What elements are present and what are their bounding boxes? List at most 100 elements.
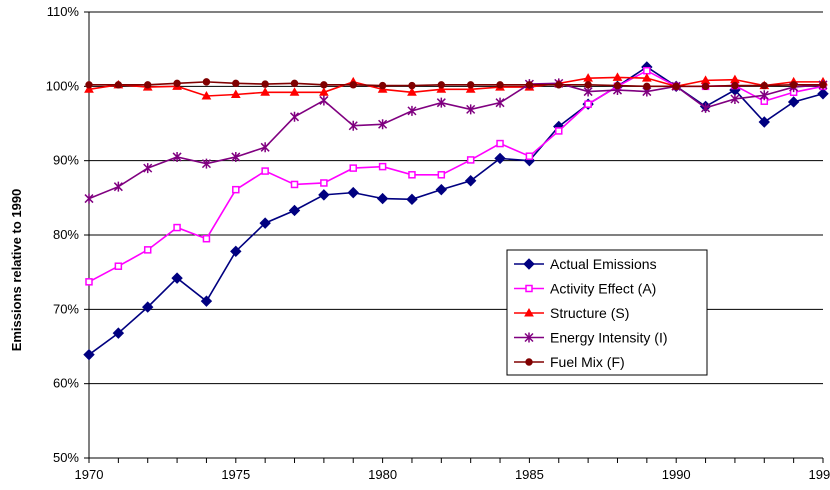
data-point [83,348,95,361]
data-point [408,81,416,90]
legend-item: Actual Emissions [514,256,657,272]
data-point [144,81,152,89]
series-group [83,61,829,361]
data-point [232,185,240,194]
data-point [436,97,446,108]
data-point [260,142,270,153]
data-point [672,82,680,91]
legend-marker [525,284,533,293]
data-point [289,87,300,96]
data-point [435,183,448,196]
data-point [289,111,300,122]
data-point [84,193,94,204]
x-tick-label: 1980 [368,467,397,482]
data-point [85,81,93,89]
data-point [613,81,622,90]
legend-marker [524,332,534,343]
legend: Actual Emissions Activity Effect (A) Struc… [506,249,708,376]
legend-label: Fuel Mix (F) [550,354,625,370]
data-point [171,272,183,284]
legend-marker [525,358,533,366]
data-point [465,84,476,93]
data-point [758,116,770,128]
series-line [89,81,823,88]
legend-item: Energy Intensity (I) [514,330,668,346]
data-point [555,127,563,135]
series-line [88,66,824,356]
data-point [319,87,329,96]
data-point [787,96,800,108]
data-point [494,152,506,165]
data-point [819,81,827,89]
data-point [261,80,269,88]
data-point [406,193,418,206]
data-point [789,81,798,89]
data-point [496,81,504,89]
y-tick-label: 110% [47,4,80,19]
data-point [85,278,93,286]
data-point [378,162,387,171]
legend-item: Fuel Mix (F) [514,354,625,370]
data-point [142,301,154,313]
data-point [730,93,740,104]
data-point [230,89,241,99]
data-point [349,164,357,172]
y-tick-label: 100% [46,78,80,93]
data-point [143,163,153,174]
data-point [173,223,181,232]
data-point [466,81,475,89]
data-point [376,192,389,205]
data-point [525,152,534,160]
legend-label: Structure (S) [550,305,629,321]
data-point [113,181,123,192]
data-point [643,66,651,75]
data-point [201,158,211,169]
y-tick-label: 90% [53,153,79,168]
data-point [437,171,446,179]
data-point [290,79,299,88]
data-point [320,81,328,89]
data-point [496,139,504,148]
data-point [759,90,769,101]
data-point [230,245,242,258]
data-point [173,79,181,88]
data-point [319,95,329,106]
data-point [408,171,416,179]
legend-label: Energy Intensity (I) [550,330,668,346]
data-point [584,100,592,108]
data-point [466,156,475,164]
data-point [143,246,152,254]
data-point [701,102,711,113]
data-point [584,81,592,89]
legend-item: Structure (S) [514,305,629,321]
data-point [172,151,182,162]
data-point [232,79,240,88]
series-line [88,76,823,97]
data-point [114,262,123,270]
legend-marker [523,258,535,270]
data-point [437,81,446,89]
data-point [701,82,710,91]
y-tick-label: 80% [53,227,79,242]
tick-labels: 50% 60% 70% 80% 90% 100% 110% 1970 1975 1980 1985 1… [46,4,830,482]
data-point [495,97,505,108]
data-point [320,179,328,187]
y-tick-label: 50% [53,450,79,465]
data-point [348,120,358,131]
y-axis-title: Emissions relative to 1990 [9,189,24,352]
legend-marker [524,307,534,317]
data-point [231,151,241,162]
legend-item: Activity Effect (A) [514,281,656,297]
data-point [260,87,271,96]
series-fuel-mix-f [85,78,827,91]
series-line [88,82,824,200]
data-point [436,84,447,93]
data-point [817,88,829,100]
data-point [378,81,387,90]
data-point [641,73,652,82]
data-point [259,217,271,229]
y-tick-label: 60% [53,376,79,391]
data-point [200,295,213,307]
data-point [407,87,417,96]
